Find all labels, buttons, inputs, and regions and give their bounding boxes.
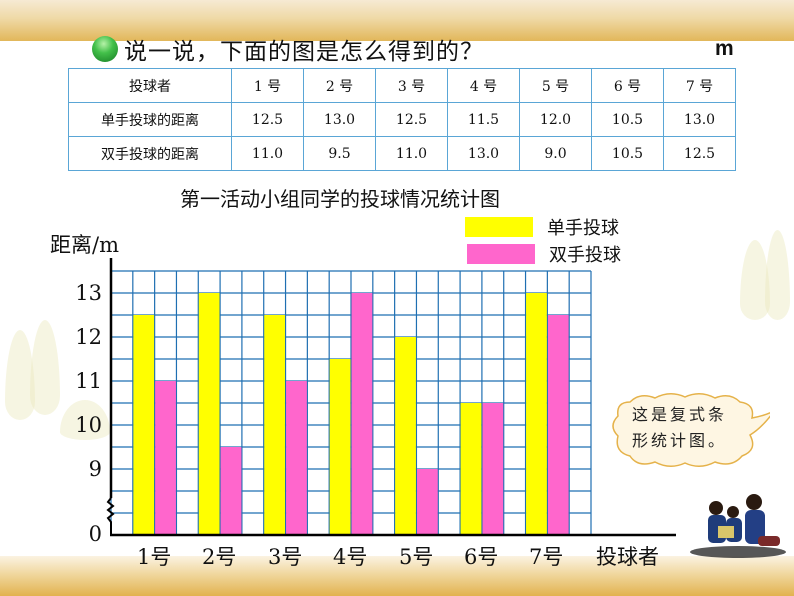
table-cell: 5 号 xyxy=(519,68,592,103)
y-tick-label: 13 xyxy=(75,281,102,305)
green-ball-icon xyxy=(92,36,118,62)
legend-label: 单手投球 xyxy=(547,218,619,239)
table-cell: 12.5 xyxy=(375,102,448,137)
table-row-label: 双手投球的距离 xyxy=(68,136,232,171)
table-cell: 12.5 xyxy=(663,136,736,171)
prompt-row: 说一说，下面的图是怎么得到的？ xyxy=(92,33,484,65)
table-cell: 9.0 xyxy=(519,136,592,171)
prompt-text: 说一说，下面的图是怎么得到的？ xyxy=(124,39,484,65)
table-cell: 9.5 xyxy=(303,136,376,171)
x-tick-label: 4号 xyxy=(333,545,368,569)
x-tick-label: 1号 xyxy=(137,545,172,569)
legend-item-single-hand: 单手投球 xyxy=(465,214,619,240)
footer-band xyxy=(0,556,794,596)
y-tick-label: 10 xyxy=(75,413,102,437)
chart-title: 第一活动小组同学的投球情况统计图 xyxy=(180,187,500,211)
data-table: 投球者 1 号 2 号 3 号 4 号 5 号 6 号 7 号 单手投球的距离 … xyxy=(68,68,736,171)
table-cell: 12.0 xyxy=(519,102,592,137)
table-cell: 4 号 xyxy=(447,68,520,103)
y-tick-label: 12 xyxy=(75,325,102,349)
y-tick-label: 11 xyxy=(75,369,102,393)
table-cell: 10.5 xyxy=(591,136,664,171)
y-tick-label: 0 xyxy=(88,522,102,546)
x-axis-title: 投球者 xyxy=(596,545,659,569)
table-row-label: 单手投球的距离 xyxy=(68,102,232,137)
y-tick-label: 9 xyxy=(88,457,102,481)
header-band xyxy=(0,0,794,41)
x-tick-label: 5号 xyxy=(399,545,434,569)
x-tick-label: 2号 xyxy=(202,545,237,569)
students-reading-illustration xyxy=(690,494,786,558)
table-row: 单手投球的距离 12.5 13.0 12.5 11.5 12.0 10.5 13… xyxy=(68,102,736,137)
callout-line: 这是复式条 xyxy=(632,405,728,424)
table-cell: 11.0 xyxy=(231,136,304,171)
legend-swatch-pink xyxy=(467,244,535,264)
table-cell: 1 号 xyxy=(231,68,304,103)
callout-line: 形统计图。 xyxy=(632,431,728,450)
table-cell: 13.0 xyxy=(303,102,376,137)
legend-swatch-yellow xyxy=(465,217,533,237)
legend-label: 双手投球 xyxy=(549,245,621,266)
x-tick-label: 6号 xyxy=(464,545,499,569)
x-tick-label: 3号 xyxy=(268,545,303,569)
speech-bubble xyxy=(612,393,770,467)
unit-label: m xyxy=(715,37,734,60)
x-tick-label: 7号 xyxy=(529,545,564,569)
table-cell: 11.0 xyxy=(375,136,448,171)
callout-text: 这是复式条 形统计图。 xyxy=(632,402,762,454)
legend-item-two-hand: 双手投球 xyxy=(467,241,621,267)
table-cell: 13.0 xyxy=(447,136,520,171)
table-row: 双手投球的距离 11.0 9.5 11.0 13.0 9.0 10.5 12.5 xyxy=(68,136,736,171)
table-cell: 2 号 xyxy=(303,68,376,103)
table-cell: 10.5 xyxy=(591,102,664,137)
y-axis-title: 距离/m xyxy=(50,233,119,257)
